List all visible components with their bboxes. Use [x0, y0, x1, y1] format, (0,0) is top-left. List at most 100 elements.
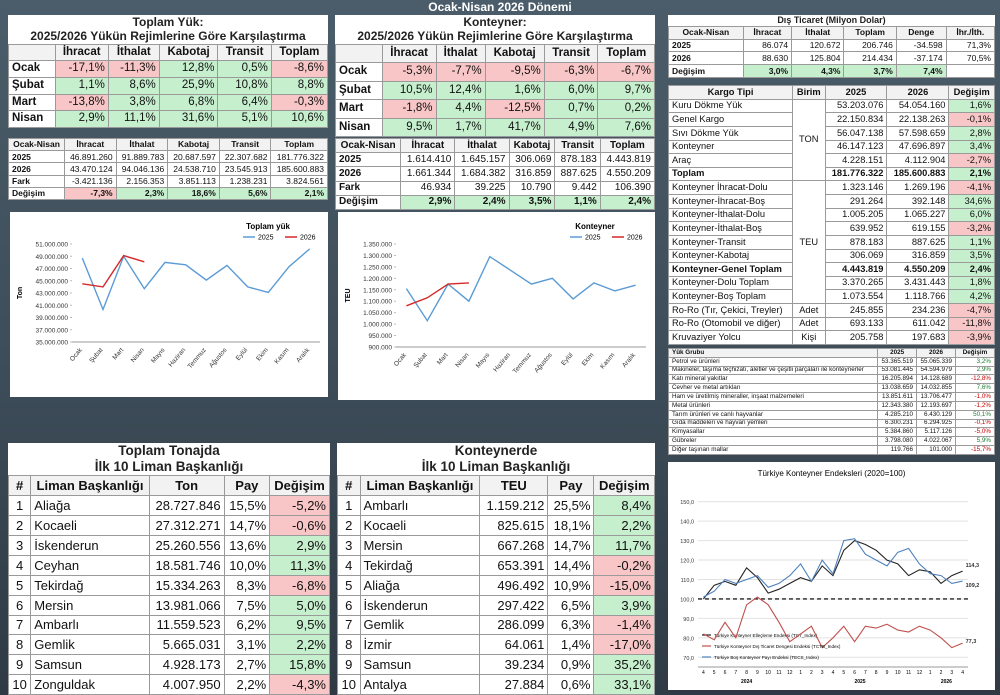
cell: 4,4%	[435, 99, 486, 119]
row: 2025 46.891.260 91.889.783 20.687.597 22.307…	[8, 150, 328, 164]
cell: 1.269.196	[886, 180, 950, 195]
cell: 7,4%	[895, 64, 947, 78]
header-cell: İthalat	[107, 43, 160, 62]
row: Konteyner İhracat-Dolu TEU 1.323.146 1.269.…	[668, 180, 995, 304]
x-group-label: 2025	[854, 679, 865, 685]
cell: 53.203.076	[824, 98, 888, 114]
cell: 120.672	[791, 38, 845, 53]
header-cell: İhracat	[400, 138, 456, 154]
cell: 2,2%	[269, 634, 330, 656]
header-cell: İhracat	[742, 25, 793, 40]
cell: -11,3%	[107, 60, 160, 79]
chart: Toplam yük Ton 35.000.000 37.000.000 39.000.…	[10, 212, 328, 397]
series-line	[82, 254, 145, 288]
cell: 1,1%	[54, 77, 109, 95]
cell: -11,8%	[948, 316, 995, 332]
cell: 619.155	[886, 221, 950, 236]
row: 1 Aliağa 28.727.846 15,5% -5,2%	[8, 495, 330, 517]
unit-cell: Adet	[792, 303, 826, 318]
row-label: 3	[8, 535, 32, 556]
header-row: Kargo Tipi Birim 2025 2026 Değişim	[668, 85, 995, 100]
cell: 316.859	[886, 248, 950, 264]
header-cell: Kabotaj	[167, 138, 220, 152]
table-wrap: # Liman Başkanlığı Ton Pay Değişim 1 Aliağa 28.…	[8, 475, 330, 695]
cell: 2,2%	[223, 674, 271, 695]
header-cell: İhr./İth.	[945, 25, 995, 40]
header-cell: Toplam	[270, 138, 328, 152]
row: Cevher ve metal artıkları 13.038.659 14.03…	[668, 383, 995, 394]
cell: 181.776.322	[824, 166, 888, 182]
row-label: Kimyasallar	[668, 427, 879, 438]
x-tick-label: 2	[810, 670, 813, 676]
cell: 12.193.697	[916, 400, 957, 411]
row-label: 6	[8, 594, 32, 616]
panel-g: Konteynerde İlk 10 Liman Başkanlığı # Liman…	[337, 443, 655, 695]
row: Konteyner-İthalat-Boş 639.952 619.155 -3,2%	[668, 221, 995, 236]
row: Kuru Dökme Yük TON 53.203.076 54.054.160 1,6…	[668, 98, 995, 182]
row: Petrol ve ürünleri 53.365.519 55.065.339 3,…	[668, 356, 995, 367]
x-tick-label: Mart	[436, 352, 450, 367]
cell: 291.264	[824, 194, 888, 209]
x-tick-label: Mart	[111, 347, 125, 362]
cell: 496.492	[479, 574, 549, 596]
row: 2026 43.470.124 94.046.136 24.538.710 23.545…	[8, 162, 328, 176]
cell: Kocaeli	[359, 515, 481, 536]
header-cell: İthalat	[435, 43, 486, 64]
cell: 4,3%	[791, 64, 845, 78]
cell: 234.236	[886, 303, 950, 318]
cell: 6,2%	[223, 614, 271, 636]
row-label: Mart	[8, 93, 56, 112]
panel-b: Konteyner: 2025/2026 Yükün Rejimlerine Gö…	[335, 15, 655, 137]
cell: 125.804	[791, 51, 845, 66]
row: Şubat 1,1% 8,6% 25,9% 10,8% 8,8%	[8, 77, 328, 95]
unit-cell: Adet	[792, 316, 826, 332]
cell: 64.061	[479, 634, 549, 656]
cell: 39.225	[454, 180, 510, 196]
cell: 22.307.682	[218, 150, 272, 164]
cell: 286.099	[479, 614, 549, 636]
cell: 101.000	[916, 445, 957, 455]
series-line	[703, 538, 963, 598]
cell: -4,3%	[269, 674, 330, 695]
cell: 5.117.126	[916, 427, 957, 438]
cell: 3,1%	[223, 634, 271, 656]
cell: 12,4%	[435, 80, 486, 101]
cell: 27.312.271	[148, 515, 225, 536]
header-cell: Toplam	[843, 25, 897, 40]
row-label: Nisan	[8, 110, 56, 128]
cell: 5,9%	[955, 436, 995, 447]
chart: Türkiye Konteyner Endeksleri (2020=100) 7…	[668, 462, 995, 690]
panel-subtitle: 2025/2026 Yükün Rejimlerine Göre Karşıla…	[30, 29, 306, 44]
cell: 4.550.209	[599, 166, 655, 182]
header-cell: 2025	[877, 348, 918, 358]
row-label: Konteyner-Boş Toplam	[668, 289, 794, 304]
cell: 2,3%	[115, 186, 169, 200]
chart: Konteyner TEU 900.000 950.000 1.000.000 1.050…	[338, 212, 655, 400]
cell: 10.790	[508, 180, 556, 196]
cell: 15.334.263	[148, 574, 225, 596]
blank-cell	[945, 64, 995, 78]
cell: -15,0%	[593, 574, 655, 596]
cell: 16.205.894	[877, 374, 918, 385]
cell: 1,1%	[554, 194, 601, 210]
x-tick-label: 4	[832, 670, 835, 676]
row-label: Konteyner-İthalat-Dolu	[668, 207, 794, 223]
cell: 14,7%	[547, 535, 595, 556]
panel-f: Toplam Tonajda İlk 10 Liman Başkanlığı # Li…	[8, 443, 330, 695]
cell: -9,5%	[484, 62, 545, 82]
header-cell: Ocak-Nisan	[8, 138, 66, 152]
header-cell: İthalat	[454, 138, 510, 154]
x-tick-label: Ekim	[255, 347, 270, 363]
cell: Mersin	[30, 594, 150, 616]
row: Gübreler 3.798.080 4.022.067 5,9%	[668, 436, 995, 447]
x-tick-label: 12	[787, 670, 793, 676]
row: Gıda maddeleri ve hayvan yemleri 6.300.23…	[668, 418, 995, 429]
cell: 55.065.339	[916, 356, 957, 367]
x-tick-label: 4	[961, 670, 964, 676]
row: 4 Ceyhan 18.581.746 10,0% 11,3%	[8, 554, 330, 576]
row: Konteyner-Dolu Toplam 3.370.265 3.431.443 1…	[668, 275, 995, 291]
x-tick-label: Aralık	[295, 346, 312, 364]
row-label: 10	[8, 674, 32, 695]
cell: 825.615	[479, 515, 549, 536]
